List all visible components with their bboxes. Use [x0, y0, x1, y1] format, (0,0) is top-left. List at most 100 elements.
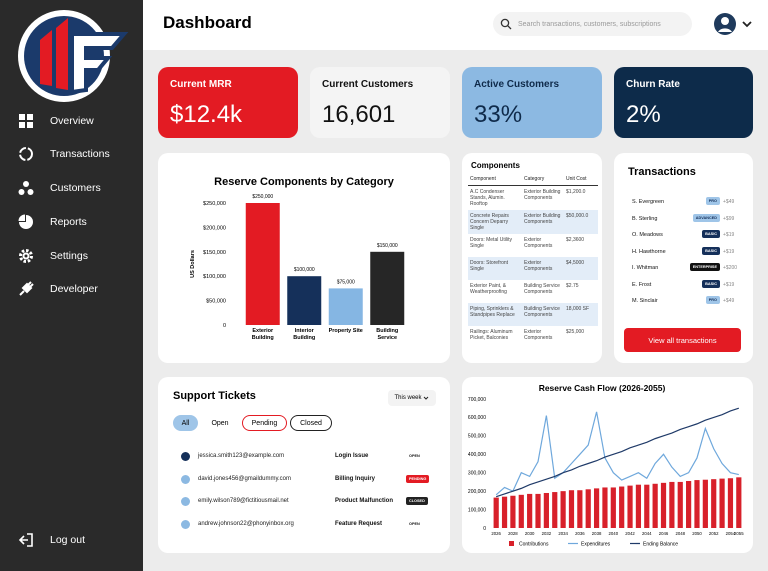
bar: [677, 481, 683, 528]
filter-pill[interactable]: Closed: [290, 415, 332, 431]
x-tick-label: Property Site: [328, 328, 363, 334]
amount: +$19: [723, 248, 735, 255]
nav-icon: [19, 147, 33, 161]
nav-label: Reports: [50, 216, 87, 228]
view-all-button[interactable]: View all transactions: [624, 328, 741, 352]
ticket-dot: [181, 497, 190, 506]
x-tick-label: 2048: [675, 531, 685, 536]
bar: [686, 481, 692, 528]
bar: [287, 276, 322, 325]
legend-label: Ending Balance: [643, 542, 678, 548]
transaction-row: B. Sterling ADVANCED +$99: [632, 213, 744, 224]
x-tick-label: 2040: [609, 531, 619, 536]
bar-chart-card: Reserve Components by Category US Dollars…: [158, 153, 450, 363]
kpi-value: $12.4k: [170, 101, 243, 128]
x-tick-label: Interior Building: [293, 328, 316, 341]
y-tick-label: $150,000: [203, 250, 226, 256]
ticket-status: PENDING: [406, 474, 430, 483]
transaction-row: M. Sinclair PRO +$49: [632, 296, 744, 306]
cash-flow-chart: Reserve Cash Flow (2026-2055) 0 100,000 200…: [468, 383, 744, 548]
y-tick-label: $200,000: [203, 225, 226, 231]
bar: [527, 493, 533, 528]
table-cell: Railings: Aluminum Picket, Balconies: [470, 329, 513, 341]
filter-pill[interactable]: All: [173, 415, 198, 431]
search-box[interactable]: Search transactions, customers, subscrip…: [493, 12, 692, 36]
table-cell: Exterior Paint, & Weatherproofing: [470, 283, 507, 295]
table-cell: Building Service Components: [524, 306, 560, 318]
amount: +$49: [723, 298, 735, 304]
x-tick-label: 2050: [692, 531, 702, 536]
filter-pill[interactable]: Open: [211, 419, 229, 427]
nav-label: Settings: [50, 250, 88, 262]
kpi-value: 2%: [626, 101, 661, 128]
kpi-card: Current Customers 16,601: [310, 67, 450, 138]
logout-button[interactable]: Log out: [18, 530, 85, 550]
table-cell: $2.75: [566, 283, 579, 289]
x-tick-label: 2034: [558, 531, 568, 536]
line: [495, 411, 739, 496]
cash-flow-card: Reserve Cash Flow (2026-2055) 0 100,000 200…: [462, 377, 753, 553]
nav-item[interactable]: Settings: [18, 246, 88, 266]
kpi-card: Churn Rate 2%: [614, 67, 753, 138]
components-card: Components Component Category Unit Cost A.C…: [462, 153, 602, 363]
transaction-row: E. Frost BASIC +$19: [632, 279, 744, 290]
table-header-row: Component Category Unit Cost: [468, 173, 598, 186]
bar: [619, 486, 625, 528]
user-menu[interactable]: [713, 12, 753, 36]
dropdown-caret: [423, 396, 428, 400]
sidebar: Overview Transactions Customers Reports …: [0, 0, 143, 571]
bar: [577, 490, 583, 528]
table-cell: Doors: Storefront Single: [470, 260, 509, 272]
nav-item[interactable]: Developer: [18, 279, 98, 299]
nav-item[interactable]: Transactions: [18, 144, 110, 164]
components-title: Components: [471, 161, 520, 170]
nav-label: Transactions: [50, 148, 110, 160]
bar: [535, 493, 541, 528]
y-tick-label: 400,000: [468, 452, 486, 458]
y-tick-label: $50,000: [206, 299, 226, 305]
x-tick-label: 2046: [659, 531, 669, 536]
bar: [669, 481, 675, 528]
y-axis-label: US Dollars: [190, 250, 196, 278]
bar: [652, 483, 658, 528]
y-tick-label: $250,000: [203, 201, 226, 207]
filter-pill[interactable]: Pending: [242, 415, 287, 431]
nav-label: Overview: [50, 115, 94, 127]
x-tick-label: 2044: [642, 531, 652, 536]
value-label: $150,000: [377, 243, 398, 249]
table-cell: Exterior Components: [524, 237, 553, 249]
period-dropdown[interactable]: This week: [388, 390, 436, 406]
y-tick-label: $100,000: [203, 274, 226, 280]
table-cell: Building Service Components: [524, 283, 560, 295]
column-header: Category: [524, 176, 545, 182]
nav-item[interactable]: Customers: [18, 178, 101, 198]
kpi-label: Current Customers: [322, 79, 414, 90]
logo: [18, 10, 129, 102]
legend-label: Contributions: [519, 542, 549, 548]
amount: +$200: [723, 265, 738, 271]
y-tick-label: 300,000: [468, 471, 486, 477]
table-row: Doors: Metal Utility Single Exterior Comp…: [468, 234, 598, 257]
nav-icon: [19, 281, 34, 296]
y-tick-label: 700,000: [468, 397, 486, 403]
nav-label: Developer: [50, 283, 98, 295]
bar: [694, 480, 700, 528]
customer-name: M. Sinclair: [632, 298, 658, 304]
table-cell: $50,000.0: [566, 213, 589, 219]
nav-item[interactable]: Overview: [18, 111, 94, 131]
table-cell: Exterior Components: [524, 329, 553, 341]
customer-name: B. Sterling: [632, 215, 658, 222]
table-cell: 18,000 SF: [566, 306, 590, 312]
transaction-row: H. Hawthorne BASIC +$19: [632, 246, 744, 257]
plan-tag: ADVANCED: [692, 213, 720, 222]
logout-icon: [18, 533, 33, 547]
x-tick-label: 2038: [592, 531, 602, 536]
nav-item[interactable]: Reports: [18, 212, 87, 232]
bar: [328, 288, 363, 325]
table-cell: Doors: Metal Utility Single: [470, 237, 512, 249]
bar: [585, 489, 591, 528]
customer-name: I. Whitman: [632, 265, 659, 271]
ticket-email: emily.wilson789@fictitiousmail.net: [198, 498, 289, 504]
search-placeholder: Search transactions, customers, subscrip…: [518, 20, 661, 28]
chart-title: Reserve Cash Flow (2026-2055): [539, 383, 666, 393]
